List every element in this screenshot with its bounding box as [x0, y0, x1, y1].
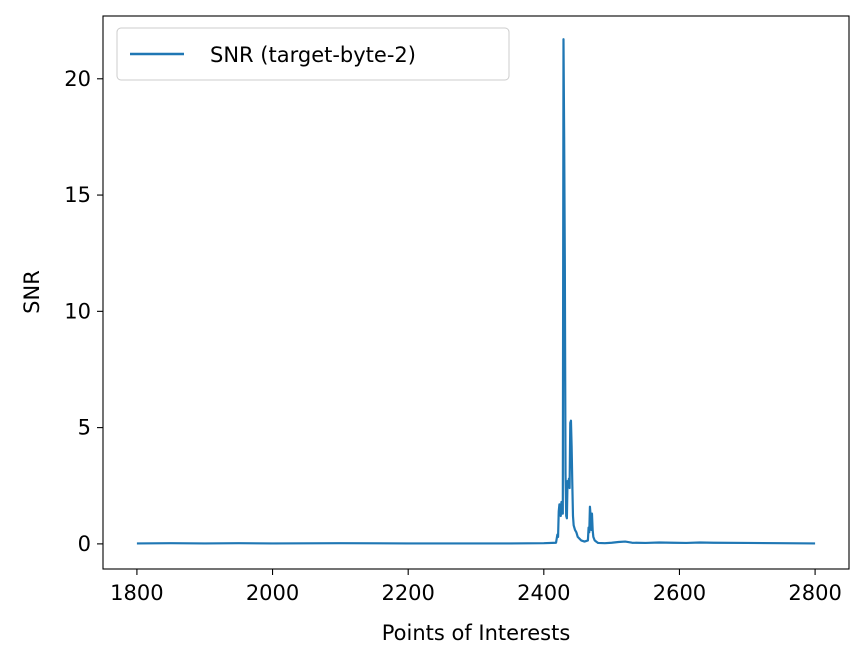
x-tick-label: 2800 [788, 581, 841, 605]
y-axis-label: SNR [20, 270, 44, 314]
snr-series-line [136, 38, 816, 545]
x-tick-label: 2600 [653, 581, 706, 605]
x-tick-label: 2000 [246, 581, 299, 605]
plot-frame [102, 15, 850, 570]
legend-box [116, 27, 510, 81]
legend-label: SNR (target-byte-2) [210, 43, 416, 67]
y-tick-label: 5 [78, 416, 91, 440]
legend: SNR (target-byte-2) [116, 27, 510, 81]
y-tick-label: 15 [64, 183, 91, 207]
y-axis-ticks: 0 5 10 15 20 [64, 67, 103, 556]
x-tick-label: 2400 [517, 581, 570, 605]
y-tick-label: 10 [64, 299, 91, 323]
y-tick-label: 0 [78, 532, 91, 556]
plot-area [103, 16, 849, 569]
y-tick-label: 20 [64, 67, 91, 91]
x-axis-ticks: 1800 2000 2200 2400 2600 2800 [110, 569, 842, 605]
x-tick-label: 1800 [110, 581, 163, 605]
x-axis-label: Points of Interests [382, 621, 571, 645]
x-tick-label: 2200 [381, 581, 434, 605]
